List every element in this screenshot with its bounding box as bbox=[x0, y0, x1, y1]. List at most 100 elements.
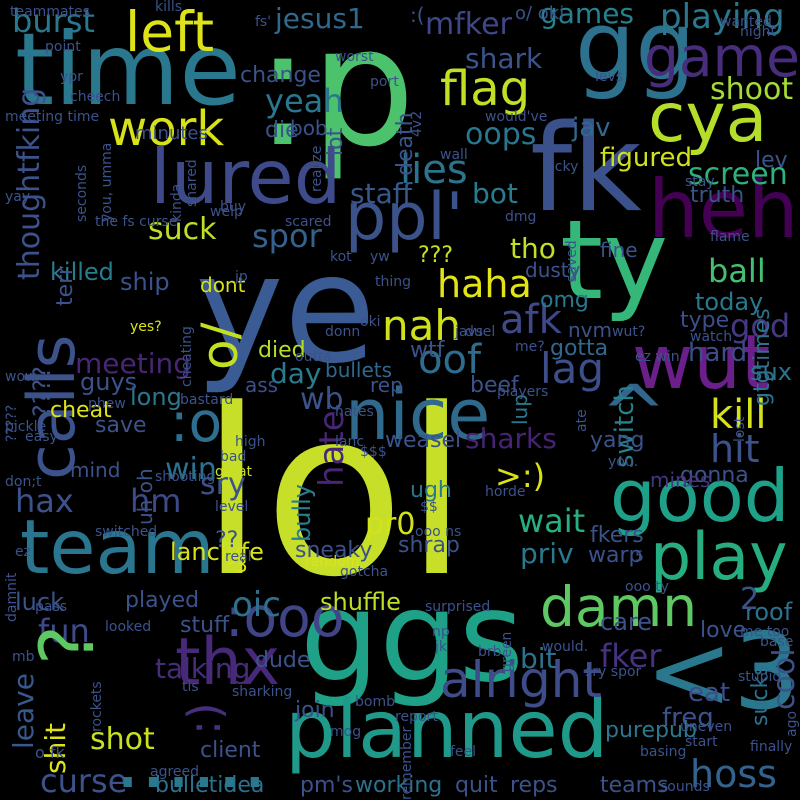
word-wut: wut bbox=[632, 318, 771, 406]
word-nah: nah bbox=[382, 301, 461, 350]
word-saved: saved bbox=[564, 240, 580, 282]
word-long: long bbox=[130, 383, 182, 411]
word-buy: buy bbox=[220, 199, 247, 215]
word-planned: planned bbox=[285, 683, 609, 776]
word-me: me? bbox=[515, 339, 545, 355]
word-teams: teams bbox=[600, 773, 669, 798]
word-afk: afk bbox=[500, 297, 562, 343]
word-client: client bbox=[200, 738, 261, 763]
word-bomb: bomb bbox=[355, 694, 395, 710]
word-bad: bad bbox=[220, 449, 247, 465]
word-basing: basing bbox=[640, 744, 687, 760]
word-ye: ye bbox=[195, 223, 377, 397]
word-lost: lost bbox=[732, 416, 748, 442]
word-figured: figured bbox=[600, 143, 692, 173]
word-bulletidea: bulletidea bbox=[155, 773, 265, 798]
word-deathbob: bob bbox=[290, 116, 328, 140]
word-great: great bbox=[215, 464, 253, 480]
word-lt3: <3 bbox=[645, 611, 800, 733]
word-fkers: fkers bbox=[590, 523, 644, 548]
word-playing: playing bbox=[660, 0, 785, 37]
word-hates: hates bbox=[335, 404, 374, 420]
word-lanclyfe: lanclyfe bbox=[170, 538, 264, 566]
word-fk: fk bbox=[530, 100, 642, 239]
word-eat: eat bbox=[688, 678, 731, 708]
word-change: change bbox=[240, 63, 321, 88]
word-sharks: sharks bbox=[465, 422, 557, 455]
word-weasel: weasel bbox=[385, 428, 462, 453]
word-gotta: gotta bbox=[550, 336, 609, 361]
word-tho: tho bbox=[510, 232, 556, 265]
word-jp: jp bbox=[235, 269, 248, 285]
word-youumma: you, umma bbox=[99, 142, 115, 222]
word-ofk: o fk bbox=[35, 743, 65, 762]
word-bastard: bastard bbox=[180, 392, 234, 408]
word-games: games bbox=[540, 0, 635, 30]
word-died: died bbox=[258, 338, 306, 363]
word-oops: oops bbox=[465, 117, 537, 152]
word-quit: quit bbox=[455, 773, 498, 798]
word-shark: shark bbox=[465, 42, 543, 75]
word-sharking: sharking bbox=[232, 684, 293, 700]
word-nice: nice bbox=[345, 374, 491, 456]
word-wall: wall bbox=[440, 147, 468, 163]
word-yw: yw bbox=[370, 249, 390, 265]
word-donn: donn bbox=[325, 324, 361, 340]
word-today: today bbox=[695, 288, 764, 316]
word-time: time bbox=[15, 11, 241, 128]
word-curse: curse bbox=[40, 762, 128, 800]
word-jav: jav bbox=[572, 113, 611, 143]
word-bot: bot bbox=[472, 177, 518, 210]
word-fss: fs' bbox=[255, 14, 272, 30]
word-ppl: ppl' bbox=[345, 180, 464, 255]
word-real: real bbox=[225, 549, 252, 565]
word-priv: priv bbox=[520, 537, 574, 570]
word-outta: outta bbox=[295, 349, 332, 365]
word-suck: suck bbox=[148, 212, 217, 247]
word-sad: :( bbox=[410, 3, 425, 27]
word-oki: oki bbox=[360, 314, 381, 330]
word-god: god bbox=[730, 307, 791, 345]
word-hard: hard bbox=[688, 338, 748, 368]
word-qq: ?? bbox=[215, 528, 239, 553]
word-base: base bbox=[760, 634, 794, 650]
word-wow: wow bbox=[5, 369, 37, 385]
word-green: green bbox=[499, 631, 515, 672]
word-dollar2: $$ bbox=[420, 499, 438, 515]
word-kinda: kinda bbox=[169, 183, 185, 222]
word-feel: feel bbox=[450, 744, 477, 760]
word-shared: shared bbox=[184, 159, 200, 207]
word-burst: burst bbox=[12, 2, 95, 40]
word-shot: shot bbox=[90, 722, 155, 757]
word-start: start bbox=[685, 734, 718, 750]
word-join: join bbox=[295, 698, 335, 723]
word-talking: talking bbox=[155, 652, 251, 685]
word-reps: reps bbox=[510, 773, 558, 798]
word-work: work bbox=[108, 101, 225, 157]
word-qqq: ??? bbox=[418, 243, 454, 268]
word-remember: remember bbox=[399, 726, 415, 800]
word-surprised: surprised bbox=[425, 599, 491, 615]
word-horde: horde bbox=[485, 484, 526, 500]
word-gotcha: gotcha bbox=[340, 564, 389, 580]
word-five: 5 bbox=[635, 549, 644, 565]
word-dude: dude bbox=[255, 648, 311, 673]
word-flame: flame bbox=[710, 229, 750, 245]
word-rep: rep bbox=[370, 373, 403, 397]
word-levs: levs bbox=[595, 69, 624, 85]
word-tis: tis bbox=[182, 679, 199, 695]
word-luck: luck bbox=[15, 588, 64, 616]
word-point: point bbox=[45, 39, 81, 55]
word-scared: scared bbox=[285, 214, 332, 230]
word-fourv2: 4v2 bbox=[409, 110, 425, 137]
word-play: play bbox=[650, 520, 788, 595]
word-guys: guys bbox=[80, 368, 138, 396]
word-uneven: uneven bbox=[680, 719, 733, 735]
word-flag: flag bbox=[440, 61, 531, 117]
word-win: win bbox=[165, 452, 217, 487]
word-sneaky: sneaky bbox=[295, 538, 373, 563]
word-truth: truth bbox=[690, 183, 745, 208]
word-yang: yang bbox=[590, 428, 645, 453]
word-switched: switched bbox=[95, 524, 158, 540]
word-teammates: teammates bbox=[10, 4, 90, 20]
